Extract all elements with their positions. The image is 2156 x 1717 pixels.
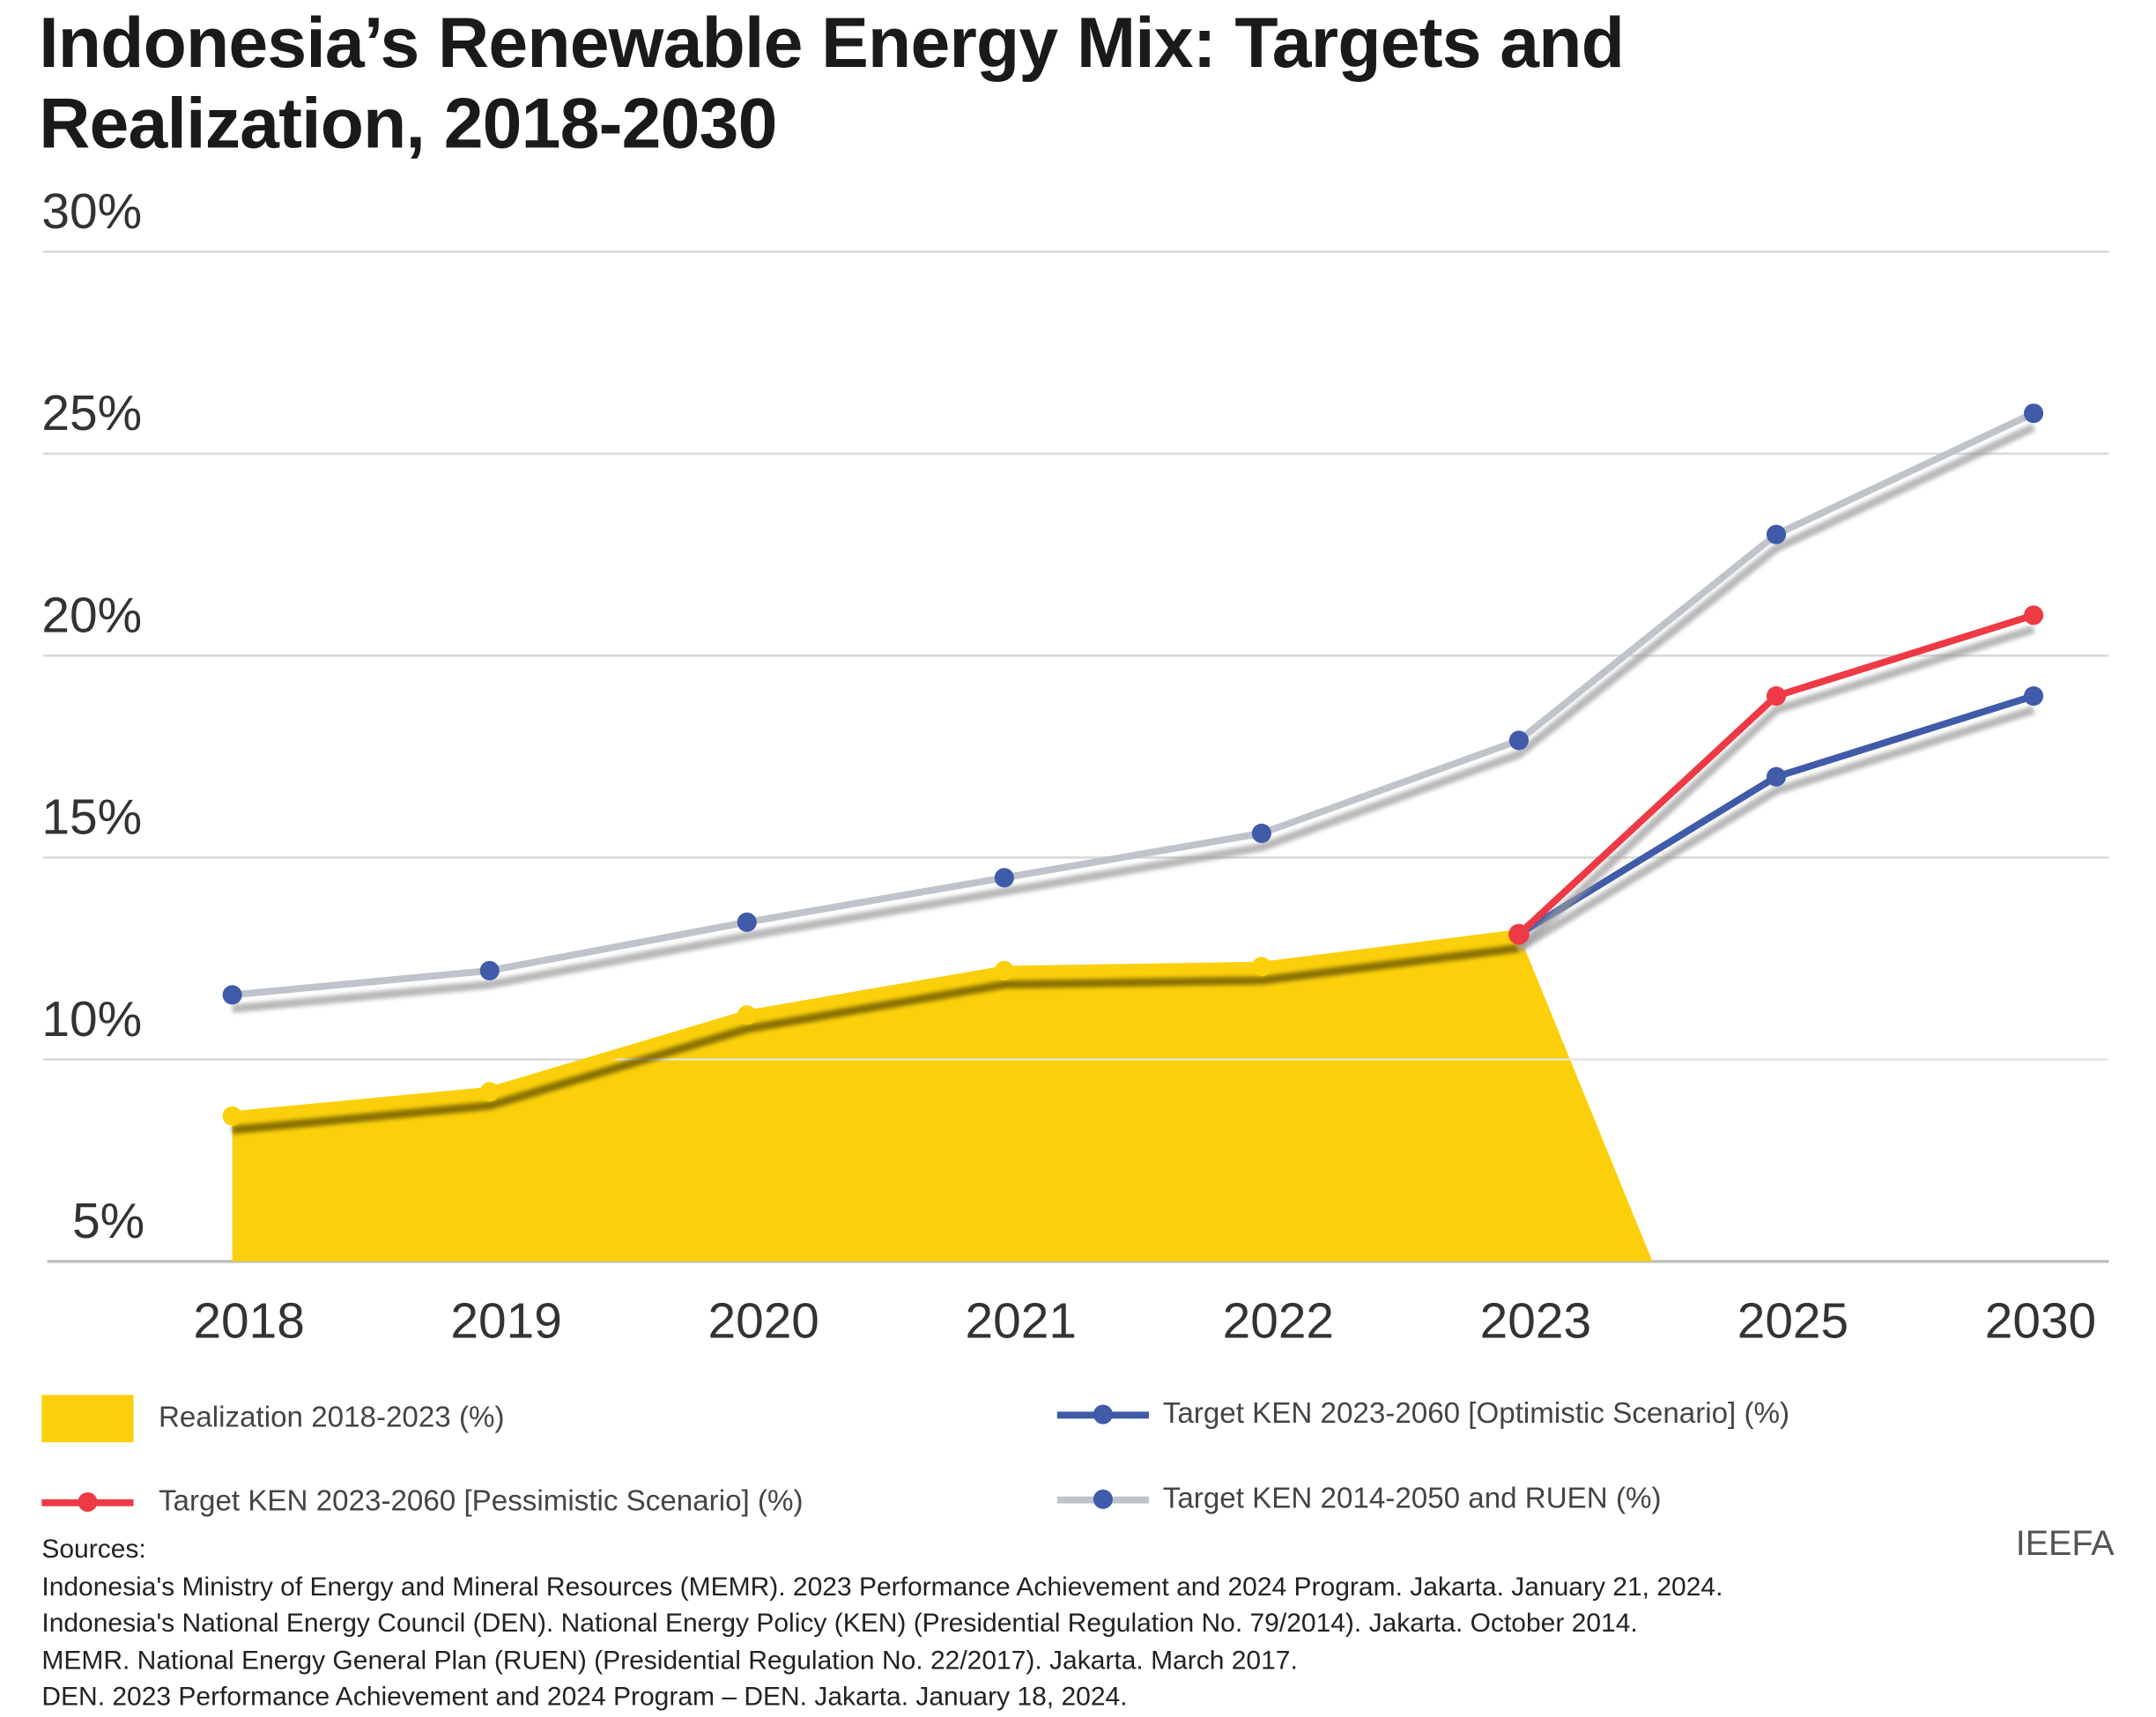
series-line-0 — [232, 929, 1520, 1121]
data-point — [994, 960, 1014, 981]
source-line: Indonesia's National Energy Council (DEN… — [41, 1609, 1638, 1639]
legend-swatch-line — [1056, 1488, 1150, 1509]
sources: Sources: Indonesia's Ministry of Energy … — [41, 1533, 1723, 1717]
x-tick-label: 2019 — [450, 1294, 561, 1350]
y-tick-label: 15% — [41, 790, 142, 846]
y-tick-label: 20% — [41, 588, 142, 643]
legend-swatch-area — [41, 1395, 134, 1443]
data-point — [2024, 605, 2044, 625]
x-tick-label: 2020 — [708, 1294, 819, 1350]
source-line: DEN. 2023 Performance Achievement and 20… — [41, 1683, 1128, 1713]
x-tick-label: 2021 — [966, 1294, 1077, 1350]
plot-area: 5% 10% 15% 20% 25% 30% 2018 2019 2020 2021 2022 202… — [41, 184, 2109, 1350]
series-shadow-1 — [1516, 706, 2035, 952]
chart-title: Indonesia’s Renewable Energy Mix: Target… — [39, 3, 1625, 163]
sources-heading: Sources: — [41, 1535, 146, 1565]
series-shadow-0 — [232, 944, 1520, 1135]
data-point — [2024, 685, 2044, 707]
series-shadow-2 — [1515, 625, 2035, 951]
source-line: Indonesia's Ministry of Energy and Miner… — [41, 1572, 1723, 1602]
legend-item-ruen: Target KEN 2014-2050 and RUEN (%) — [1056, 1482, 1662, 1516]
data-point — [737, 1005, 757, 1025]
data-point — [1766, 766, 1787, 787]
brand-logo: IEEFA — [2015, 1524, 2115, 1564]
x-tick-label: 2022 — [1223, 1294, 1334, 1350]
data-point — [1508, 923, 1530, 945]
x-tick-label: 2018 — [193, 1294, 304, 1350]
data-point — [479, 960, 500, 981]
legend-swatch-line — [41, 1491, 134, 1512]
y-tick-label: 10% — [41, 992, 142, 1047]
x-tick-label: 2025 — [1737, 1294, 1849, 1350]
legend-item-optimistic: Target KEN 2023-2060 [Optimistic Scenari… — [1056, 1397, 1790, 1432]
legend-label: Target KEN 2023-2060 [Optimistic Scenari… — [1162, 1397, 1790, 1430]
series-shadow-3 — [232, 423, 2036, 1013]
data-point — [737, 912, 757, 932]
legend-swatch-line — [1056, 1403, 1150, 1424]
legend-label: Target KEN 2023-2060 [Pessimistic Scenar… — [158, 1485, 804, 1518]
data-point — [1251, 823, 1271, 843]
legend-item-pessimistic: Target KEN 2023-2060 [Pessimistic Scenar… — [41, 1485, 804, 1519]
realization-area — [232, 934, 1653, 1262]
data-point — [1766, 685, 1787, 707]
source-line: MEMR. National Energy General Plan (RUEN… — [41, 1646, 1298, 1676]
y-tick-label: 30% — [41, 184, 142, 240]
data-point — [1766, 524, 1787, 544]
y-tick-label: 5% — [72, 1194, 144, 1249]
data-point — [222, 985, 242, 1005]
data-point — [994, 868, 1014, 888]
y-tick-label: 25% — [41, 386, 142, 441]
x-tick-label: 2030 — [1985, 1294, 2096, 1350]
data-point — [479, 1082, 500, 1102]
x-tick-label: 2023 — [1480, 1294, 1591, 1350]
data-point — [1508, 730, 1529, 751]
data-point — [222, 1106, 242, 1126]
data-point — [2024, 403, 2044, 424]
legend-label: Target KEN 2014-2050 and RUEN (%) — [1162, 1482, 1662, 1515]
legend-label: Realization 2018-2023 (%) — [158, 1402, 505, 1434]
legend-item-realization: Realization 2018-2023 (%) — [41, 1395, 505, 1443]
series-line-3 — [232, 410, 2035, 999]
data-point — [1251, 957, 1271, 977]
